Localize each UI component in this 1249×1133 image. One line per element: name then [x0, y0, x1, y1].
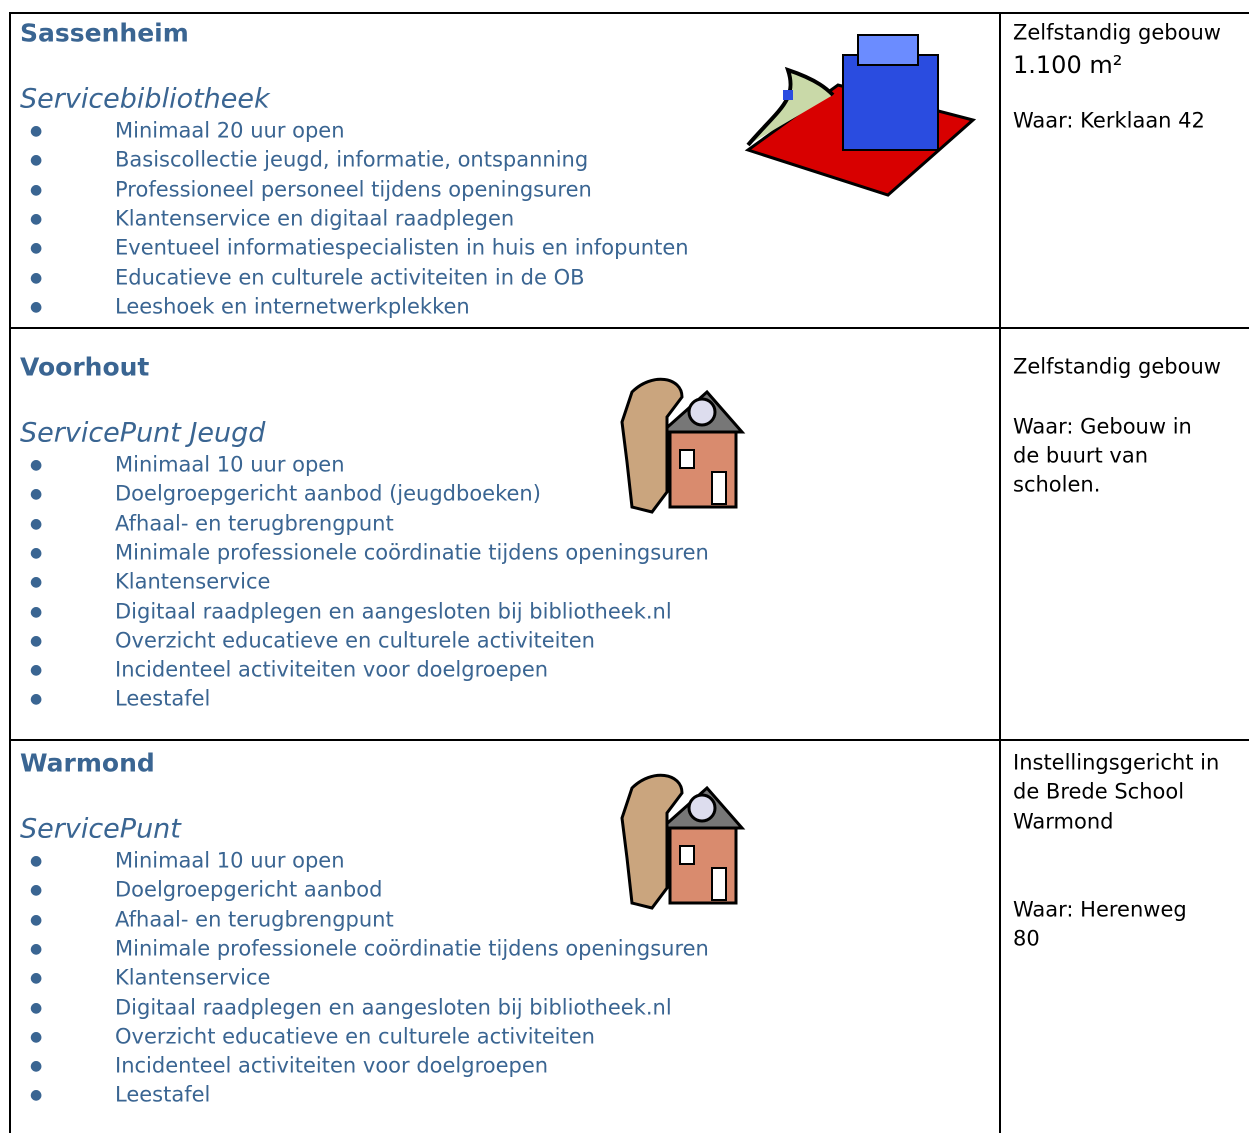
info-line: Zelfstandig gebouw — [1013, 354, 1221, 379]
info-line: de buurt van — [1013, 443, 1149, 468]
building-clipart — [744, 34, 977, 197]
row-divider — [9, 327, 1249, 329]
bullet: ● — [30, 970, 43, 987]
list-item: Incidenteel activiteiten voor doelgroepe… — [115, 657, 549, 682]
info-line: de Brede School — [1013, 779, 1185, 804]
bullet: ● — [30, 298, 43, 315]
bullet: ● — [30, 123, 43, 139]
bullet: ● — [30, 152, 43, 169]
list-item: Digitaal raadplegen en aangesloten bij b… — [115, 995, 672, 1019]
bullet: ● — [30, 1087, 43, 1104]
bullet: ● — [30, 1028, 43, 1045]
detective-clipart — [620, 773, 746, 910]
info-line: Warmond — [1013, 809, 1114, 834]
list-item: Basiscollectie jeugd, informatie, ontspa… — [115, 147, 589, 172]
bullet: ● — [30, 662, 43, 679]
row-subtitle: ServicePunt — [20, 813, 181, 845]
info-line: Waar: Kerklaan 42 — [1013, 108, 1205, 133]
bullet: ● — [30, 574, 43, 591]
list-item: Professioneel personeel tijdens openings… — [115, 177, 592, 202]
bullet: ● — [30, 486, 43, 503]
bullet: ● — [30, 940, 43, 957]
list-item: Minimaal 10 uur open — [115, 848, 345, 873]
list-item: Doelgroepgericht aanbod — [115, 877, 383, 902]
list-item: Incidenteel activiteiten voor doelgroepe… — [115, 1053, 549, 1078]
list-item: Afhaal- en terugbrengpunt — [115, 511, 394, 536]
info-line: Waar: Herenweg — [1013, 897, 1187, 922]
bullet: ● — [30, 691, 43, 708]
bullet: ● — [30, 632, 43, 649]
list-item: Leeshoek en internetwerkplekken — [115, 294, 470, 319]
list-item: Minimale professionele coördinatie tijde… — [115, 936, 709, 961]
list-item: Eventueel informatiespecialisten in huis… — [115, 235, 689, 260]
list-item: Overzicht educatieve en culturele activi… — [115, 628, 595, 653]
bullet: ● — [30, 999, 43, 1016]
list-item: Minimale professionele coördinatie tijde… — [115, 540, 709, 565]
list-item: Overzicht educatieve en culturele activi… — [115, 1024, 595, 1049]
info-line: Waar: Gebouw in — [1013, 414, 1192, 439]
list-item: Afhaal- en terugbrengpunt — [115, 907, 394, 932]
bullet: ● — [30, 853, 43, 869]
bullet: ● — [30, 181, 43, 198]
list-item: Digitaal raadplegen en aangesloten bij b… — [115, 599, 672, 623]
info-line: Instellingsgericht in — [1013, 750, 1220, 775]
bullet: ● — [30, 269, 43, 286]
bullet: ● — [30, 911, 43, 928]
bullet: ● — [30, 457, 43, 473]
list-item: Klantenservice en digitaal raadplegen — [115, 206, 515, 231]
column-divider — [999, 12, 1001, 1133]
row-title: Voorhout — [20, 352, 150, 382]
bullet: ● — [30, 210, 43, 227]
list-item: Educatieve en culturele activiteiten in … — [115, 265, 585, 289]
row-title: Sassenheim — [20, 18, 189, 48]
bullet: ● — [30, 544, 43, 561]
row-subtitle: Servicebibliotheek — [20, 83, 270, 115]
list-item: Minimaal 20 uur open — [115, 118, 345, 143]
bullet: ● — [30, 515, 43, 532]
row-divider — [9, 739, 1249, 741]
row-subtitle: ServicePunt Jeugd — [20, 417, 266, 449]
table-border — [9, 12, 1249, 14]
bullet: ● — [30, 240, 43, 257]
info-line: 1.100 m² — [1013, 51, 1123, 79]
list-item: Leestafel — [115, 1082, 211, 1107]
info-line: 80 — [1013, 926, 1040, 951]
info-line: scholen. — [1013, 472, 1101, 497]
info-line: Zelfstandig gebouw — [1013, 20, 1221, 45]
bullet: ● — [30, 603, 43, 620]
bullet: ● — [30, 1058, 43, 1075]
detective-clipart — [620, 377, 746, 514]
row-title: Warmond — [20, 748, 155, 778]
list-item: Leestafel — [115, 686, 211, 711]
bullet: ● — [30, 882, 43, 899]
table-border — [9, 12, 11, 1133]
list-item: Klantenservice — [115, 965, 271, 990]
list-item: Klantenservice — [115, 569, 271, 594]
list-item: Minimaal 10 uur open — [115, 452, 345, 477]
list-item: Doelgroepgericht aanbod (jeugdboeken) — [115, 481, 541, 506]
